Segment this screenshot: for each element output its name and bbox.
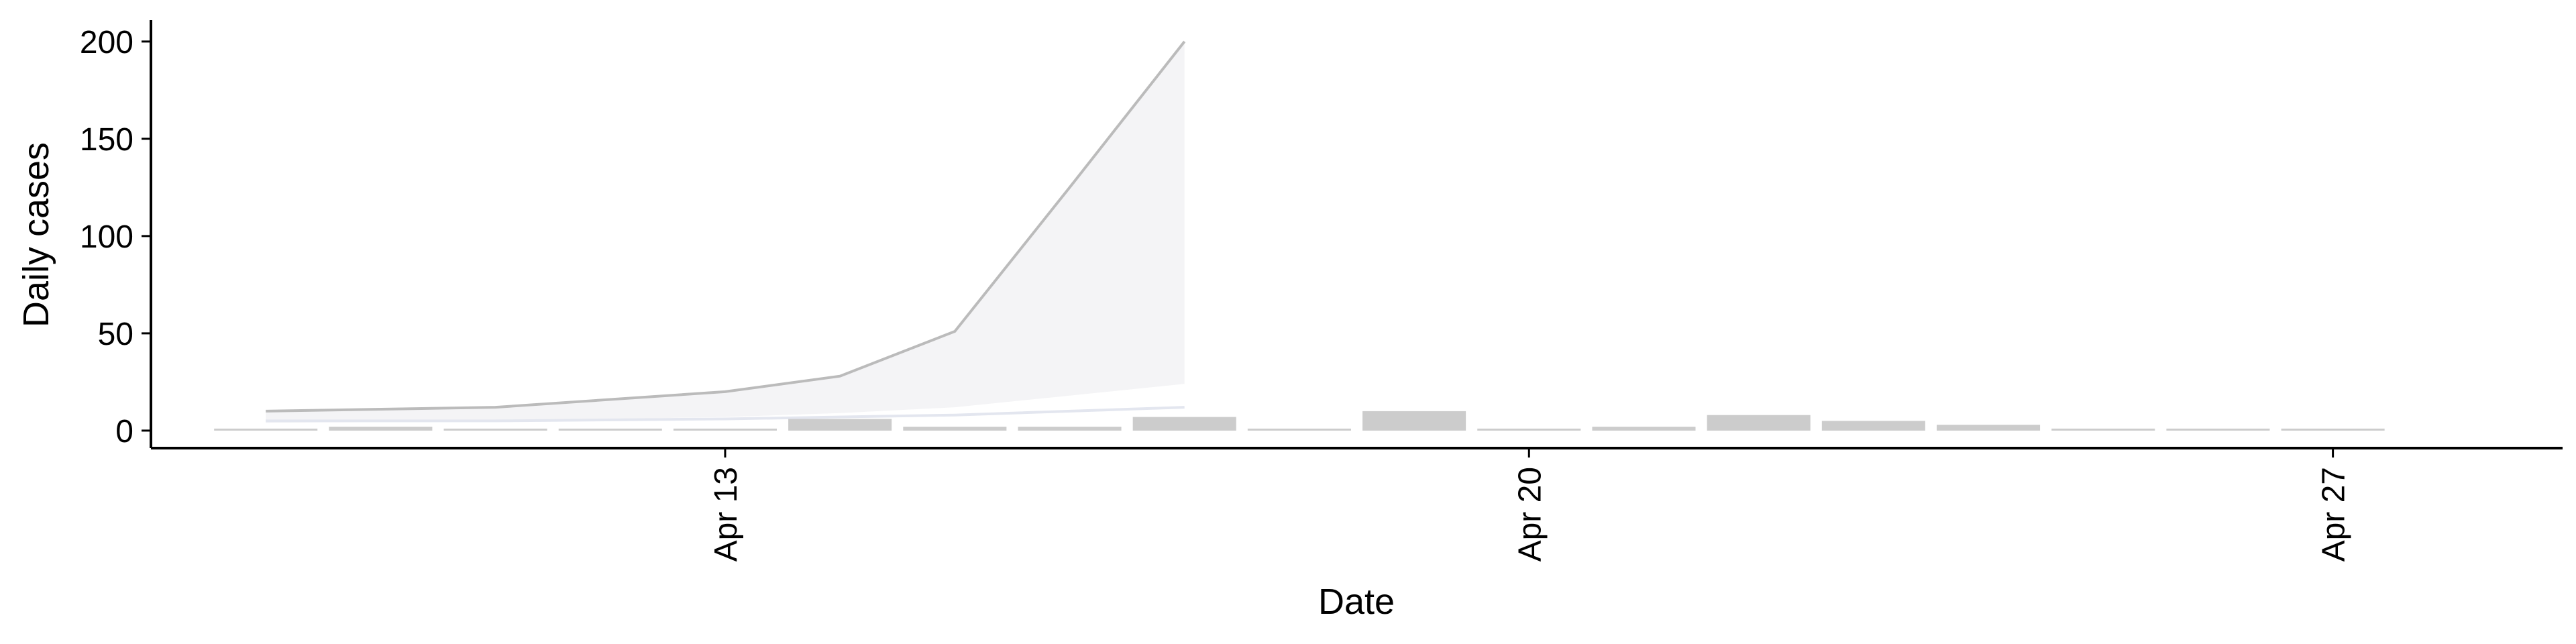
bar xyxy=(1821,421,1925,431)
bar xyxy=(1247,428,1351,431)
bar xyxy=(443,428,547,431)
bar xyxy=(2166,428,2270,431)
bar xyxy=(788,419,892,431)
bar xyxy=(1132,417,1236,431)
bar xyxy=(2051,428,2155,431)
x-axis-ticks: Apr 13 Apr 20 Apr 27 xyxy=(708,448,2352,561)
bar xyxy=(2281,428,2385,431)
bar xyxy=(1477,428,1581,431)
y-tick-label: 100 xyxy=(80,219,133,255)
bar xyxy=(1018,427,1122,431)
bar xyxy=(673,428,777,431)
y-tick-label: 200 xyxy=(80,25,133,60)
projection-ribbon xyxy=(266,41,1185,423)
bar xyxy=(1362,411,1466,431)
bar xyxy=(1937,425,2041,431)
bar xyxy=(1707,415,1811,431)
bar xyxy=(558,428,662,431)
y-tick-label: 0 xyxy=(115,414,133,449)
x-tick-label: Apr 27 xyxy=(2316,467,2352,561)
projection-lower-line xyxy=(266,406,1185,423)
bar xyxy=(903,427,1007,431)
x-tick-label: Apr 13 xyxy=(708,467,744,561)
projection-line xyxy=(266,40,1186,413)
bar xyxy=(214,428,318,431)
bar xyxy=(329,427,433,431)
plot-area xyxy=(214,40,2385,431)
y-axis-ticks: 0 50 100 150 200 xyxy=(80,25,151,449)
x-tick-label: Apr 20 xyxy=(1512,467,1548,561)
y-tick-label: 50 xyxy=(98,317,133,352)
y-axis-label: Daily cases xyxy=(16,142,56,327)
y-tick-label: 150 xyxy=(80,122,133,158)
bar xyxy=(1592,427,1696,431)
x-axis-label: Date xyxy=(1318,582,1395,622)
